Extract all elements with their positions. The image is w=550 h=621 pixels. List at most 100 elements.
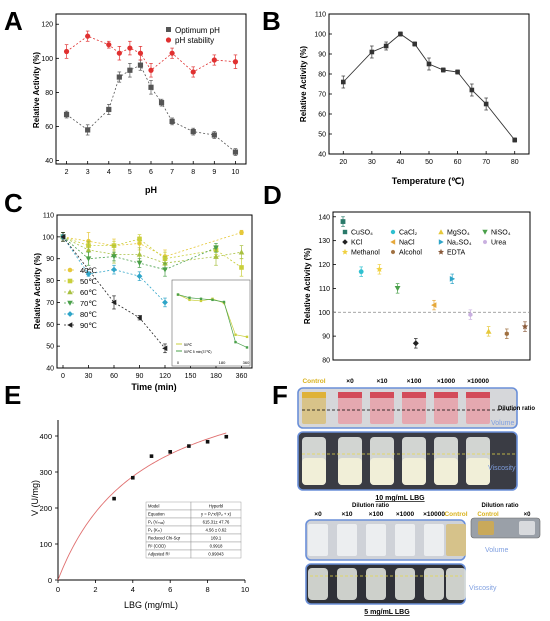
inset-data-point — [211, 298, 214, 302]
data-point — [512, 137, 518, 143]
panel-b-x-tick-label: 80 — [511, 159, 519, 166]
legend-label: NiSO₄ — [491, 230, 511, 237]
f-bottom-label: ×1000 — [396, 511, 415, 518]
panel-a-x-tick-label: 7 — [170, 169, 174, 176]
f-top-caption: 10 mg/mL LBG — [375, 495, 425, 502]
legend-marker — [342, 229, 348, 235]
data-point — [426, 61, 432, 67]
panel-b-x-tick-label: 30 — [368, 159, 376, 166]
panel-a: A 40 60 80 100 120 2 3 4 5 6 7 8 9 10 pH Relative Ac… — [4, 6, 247, 195]
legend-label: CuSO₄ — [351, 230, 373, 237]
data-point — [63, 48, 70, 55]
data-point — [211, 132, 217, 138]
legend-marker — [342, 239, 348, 245]
legend-label: KCl — [351, 240, 363, 247]
f-top-tube-cap — [370, 392, 394, 398]
legend-marker-ph-stability — [165, 37, 172, 43]
series-line — [62, 236, 166, 303]
panel-c-y-tick-label: 40 — [46, 366, 54, 373]
data-point — [239, 230, 244, 235]
data-point — [190, 129, 196, 135]
data-point — [85, 271, 92, 277]
f-bottom-viscosity-photo: Viscosity — [305, 563, 497, 605]
panel-c-x-tick-label: 120 — [159, 373, 171, 380]
inset-marks — [176, 293, 249, 349]
panel-a-y-tick-label: 60 — [45, 124, 53, 131]
fit-table-value: 169.1 — [211, 536, 222, 541]
panel-a-x-tick-label: 3 — [86, 169, 90, 176]
data-point — [239, 265, 244, 270]
fit-curve — [57, 432, 227, 581]
legend-label: 80℃ — [80, 310, 97, 319]
legend-marker — [67, 289, 73, 295]
legend-marker — [67, 300, 73, 306]
data-point — [504, 331, 509, 337]
panel-c-x-tick-label: 0 — [61, 373, 65, 380]
data-point — [211, 57, 217, 63]
panel-b-y-tick-label: 40 — [318, 152, 326, 159]
f-inset-control-label: Control — [477, 512, 499, 518]
series-line — [62, 236, 166, 349]
f-top-tube — [370, 392, 394, 424]
legend-label: 70℃ — [80, 299, 97, 308]
f-top-dilution-label: Dilution ratio — [498, 406, 535, 412]
data-point — [169, 118, 175, 124]
legend-label: 90℃ — [80, 321, 97, 330]
panel-e-y-tick-label: 300 — [39, 468, 52, 477]
series-line-optimum-ph — [66, 64, 236, 153]
data-point — [412, 340, 419, 347]
legend-marker — [341, 248, 349, 255]
panel-a-x-tick-label: 4 — [107, 169, 111, 176]
data-point — [106, 42, 112, 48]
f-bottom-column-labels: ×0 ×10 ×100 ×1000 ×10000 Control — [314, 511, 467, 518]
inset-data-point — [188, 296, 191, 299]
data-point — [169, 50, 175, 56]
panel-b-y-tick-label: 100 — [314, 32, 326, 39]
fit-table-value: 615.31± 47.76 — [203, 520, 230, 525]
data-point — [136, 260, 143, 266]
panel-e-y-axis: 0 100 200 300 400 — [39, 432, 58, 585]
data-point — [148, 67, 154, 73]
panel-a-y-tick-label: 40 — [45, 158, 53, 165]
legend-marker — [67, 311, 73, 317]
legend-label: EDTA — [447, 250, 465, 257]
data-point — [137, 62, 144, 68]
panel-e: E 0 100 200 300 400 0 2 4 6 8 10 LBG (mg/mL) V (U… — [4, 380, 249, 610]
panel-d-y-tick-label: 130 — [318, 238, 330, 245]
legend-marker-optimum-ph — [166, 27, 171, 32]
legend-label: Alcohol — [399, 250, 422, 257]
fit-table-value: y = P₁*x/(P₂ + x) — [201, 512, 232, 517]
data-point — [440, 67, 446, 73]
panel-f-letter: F — [272, 380, 288, 410]
f-top-volume-photo: Volume — [297, 387, 518, 429]
panel-d-y-tick-label: 120 — [318, 262, 330, 269]
f-bottom-vial — [395, 568, 415, 600]
data-point — [63, 111, 70, 118]
legend-label: MgSO₄ — [447, 230, 470, 237]
data-point — [137, 50, 144, 56]
panel-e-y-tick-label: 400 — [39, 432, 52, 441]
panel-a-y-label: Relative Activity (%) — [32, 52, 41, 129]
legend-label: Urea — [491, 240, 506, 247]
f-bottom-vial — [308, 568, 328, 600]
data-point — [232, 59, 239, 65]
panel-c-y-tick-label: 100 — [42, 234, 54, 241]
panel-a-letter: A — [4, 6, 23, 36]
data-point — [137, 236, 142, 242]
data-point — [162, 299, 168, 306]
panel-d: D 80 90 100 110 120 130 140 CuSO₄ CaCl₂ MgSO₄ NiS… — [263, 180, 531, 365]
legend-marker — [67, 322, 73, 328]
data-point — [127, 67, 133, 73]
inset-data-point — [234, 340, 237, 344]
data-point — [213, 253, 219, 259]
f-top-viscosity-photo: Viscosity — [297, 431, 518, 491]
f-bottom-label: ×10000 — [423, 511, 445, 518]
f-bottom-vial — [337, 568, 357, 600]
data-point — [111, 299, 117, 306]
f-top-viscosity-label: Viscosity — [488, 465, 516, 472]
data-point — [112, 496, 116, 501]
f-bottom-volume-photo: Volume — [305, 519, 508, 561]
panel-c-inset: 50℃ 50℃ 5 min(37℃) 0 180 360 — [171, 279, 251, 367]
panel-e-x-tick-label: 6 — [168, 585, 172, 594]
panel-e-y-tick-label: 0 — [48, 576, 52, 585]
